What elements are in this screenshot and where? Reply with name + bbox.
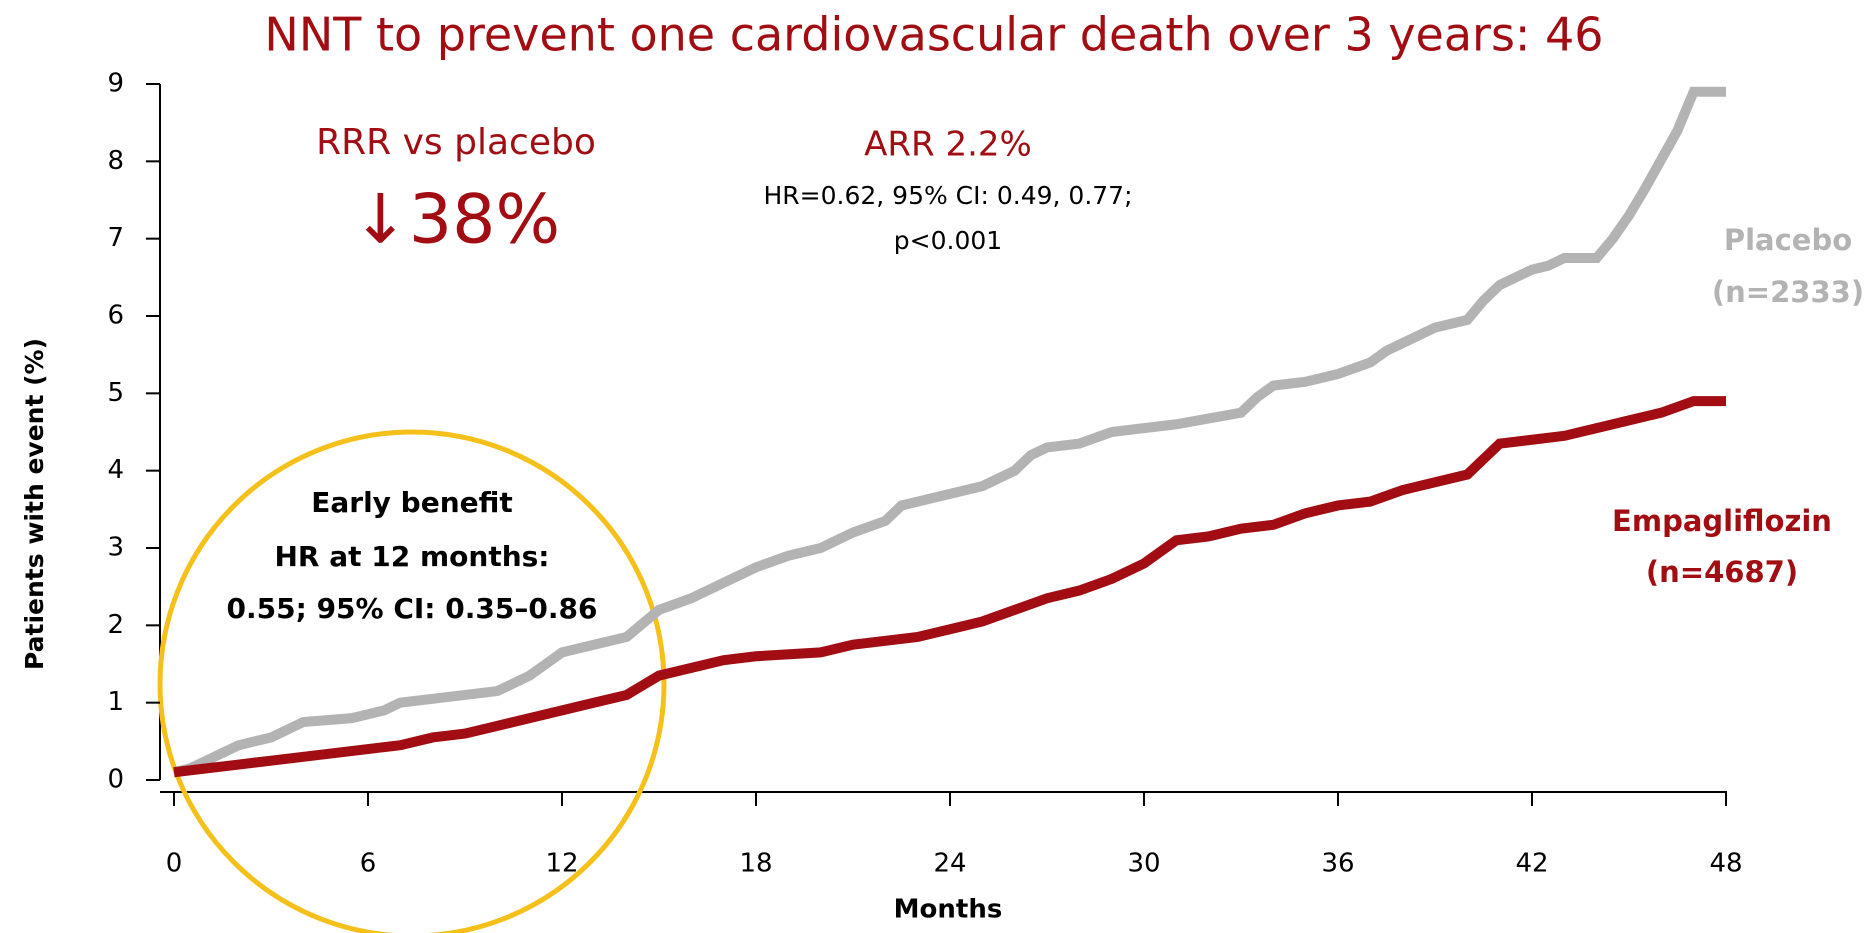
x-tick-label: 36 (1321, 849, 1354, 879)
series-label: Placebo (1724, 223, 1852, 257)
early-benefit-text: 0.55; 95% CI: 0.35–0.86 (227, 592, 598, 625)
x-tick-label: 12 (545, 849, 578, 879)
series-line (173, 396, 1726, 778)
x-tick-label: 24 (933, 849, 966, 879)
y-tick-label: 3 (107, 533, 124, 563)
arr-label: ARR 2.2% (864, 125, 1032, 165)
series-line (172, 86, 1726, 778)
y-tick-label: 7 (107, 223, 124, 253)
y-tick-label: 0 (107, 765, 124, 795)
rrr-label: RRR vs placebo (316, 122, 596, 163)
x-tick-label: 0 (166, 849, 183, 879)
highlight-circle (157, 429, 667, 933)
y-tick-label: 4 (107, 455, 124, 485)
series-count: (n=4687) (1646, 555, 1798, 589)
x-tick-label: 18 (739, 849, 772, 879)
x-tick-label: 6 (360, 849, 377, 879)
x-tick-label: 30 (1127, 849, 1160, 879)
y-tick-label: 9 (107, 69, 124, 99)
p-value: p<0.001 (894, 226, 1002, 255)
y-tick-label: 2 (107, 610, 124, 640)
early-benefit-text: HR at 12 months: (274, 540, 549, 573)
hr-text: HR=0.62, 95% CI: 0.49, 0.77; (763, 181, 1132, 210)
x-tick-label: 48 (1709, 849, 1742, 879)
y-tick-label: 5 (107, 378, 124, 408)
y-tick-label: 1 (107, 687, 124, 717)
chart-title: NNT to prevent one cardiovascular death … (264, 8, 1603, 62)
x-axis-label: Months (894, 895, 1003, 925)
y-tick-label: 8 (107, 146, 124, 176)
series-label: Empagliflozin (1612, 504, 1832, 538)
x-tick-label: 42 (1515, 849, 1548, 879)
rrr-value: ↓38% (352, 181, 560, 260)
y-axis-label: Patients with event (%) (20, 338, 49, 670)
y-tick-label: 6 (107, 301, 124, 331)
series-count: (n=2333) (1712, 275, 1864, 309)
early-benefit-text: Early benefit (311, 486, 513, 519)
